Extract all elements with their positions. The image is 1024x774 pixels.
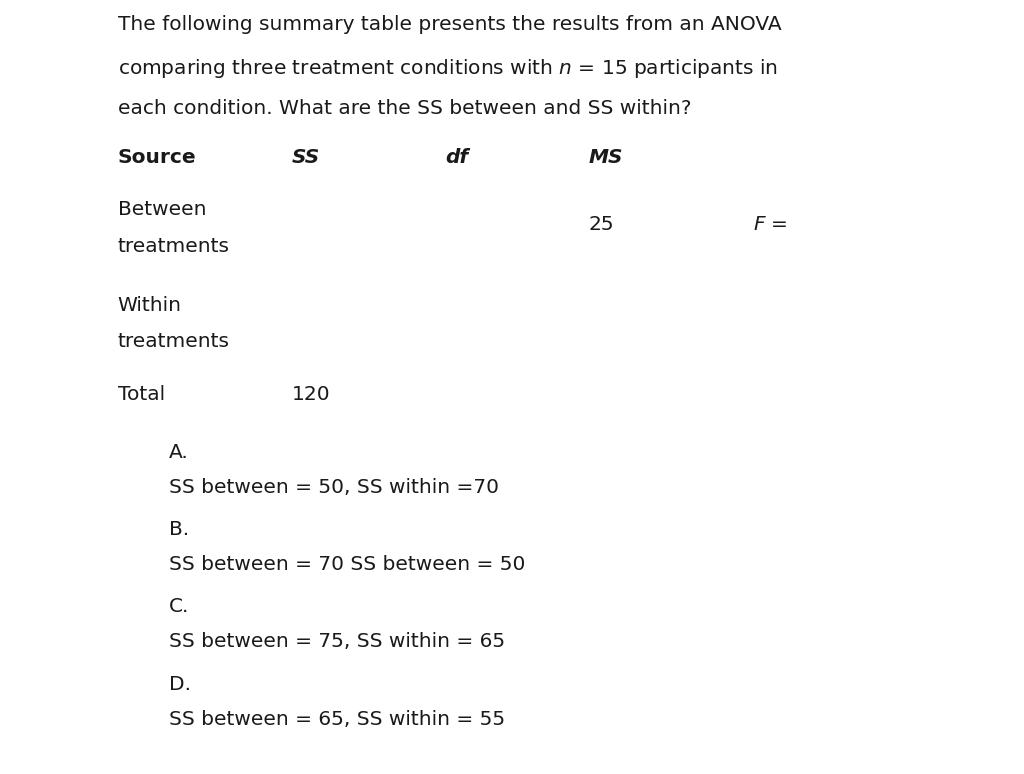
- Text: 120: 120: [292, 385, 331, 404]
- Text: each condition. What are the SS between and SS within?: each condition. What are the SS between …: [118, 99, 691, 118]
- Text: comparing three treatment conditions with $n$ = 15 participants in: comparing three treatment conditions wit…: [118, 57, 778, 80]
- Text: Total: Total: [118, 385, 165, 404]
- Text: SS: SS: [292, 148, 321, 167]
- Text: SS between = 50, SS within =70: SS between = 50, SS within =70: [169, 478, 499, 497]
- Text: A.: A.: [169, 443, 188, 462]
- Text: B.: B.: [169, 520, 189, 539]
- Text: treatments: treatments: [118, 237, 229, 256]
- Text: Within: Within: [118, 296, 182, 315]
- Text: SS between = 70 SS between = 50: SS between = 70 SS between = 50: [169, 555, 525, 574]
- Text: $F$ =: $F$ =: [753, 215, 787, 234]
- Text: Between: Between: [118, 200, 206, 219]
- Text: MS: MS: [589, 148, 624, 167]
- Text: The following summary table presents the results from an ANOVA: The following summary table presents the…: [118, 15, 781, 34]
- Text: SS between = 75, SS within = 65: SS between = 75, SS within = 65: [169, 632, 505, 651]
- Text: C.: C.: [169, 597, 189, 616]
- Text: SS between = 65, SS within = 55: SS between = 65, SS within = 55: [169, 710, 505, 729]
- Text: df: df: [445, 148, 469, 167]
- Text: Source: Source: [118, 148, 197, 167]
- Text: D.: D.: [169, 675, 190, 694]
- Text: 25: 25: [589, 215, 614, 234]
- Text: treatments: treatments: [118, 332, 229, 351]
